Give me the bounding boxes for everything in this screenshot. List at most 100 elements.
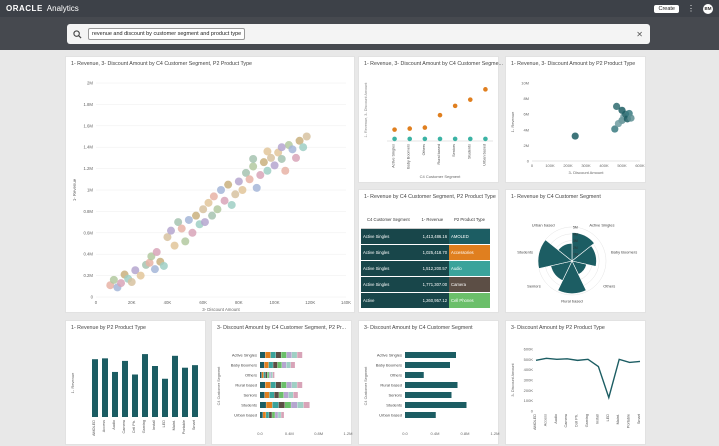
stack-segment (297, 352, 303, 358)
x-tick-label: 0.8M (314, 431, 323, 436)
radial-chart[interactable]: Active Singles Baby Boomers Others Rural ba… (506, 190, 647, 314)
dot-point (422, 136, 428, 142)
table-row[interactable]: Active Singles 1,413,486.16 AMOLED (361, 228, 490, 245)
bar (112, 371, 118, 417)
card-title: 3- Discount Amount by C4 Customer Segmen… (217, 325, 346, 331)
stack-segment (272, 412, 275, 418)
bar (142, 354, 148, 417)
stack-segment (263, 412, 266, 418)
stack-segment (282, 362, 287, 368)
dot-point (392, 127, 397, 132)
scatter-point (618, 106, 626, 114)
scatter-point (227, 200, 236, 209)
stack-segment (291, 352, 297, 358)
card-scatter-main[interactable]: 1- Revenue, 3- Discount Amount by C4 Cus… (65, 56, 355, 313)
y-axis-label: 1- Revenue (510, 111, 515, 132)
scatter-point (288, 145, 297, 154)
slice-label: Rural based (561, 299, 583, 304)
scatter-point (127, 278, 136, 287)
bar (162, 378, 168, 417)
x-tick-label: 0 (95, 300, 98, 305)
table-row[interactable]: Active Singles 1,512,200.57 Audio (361, 260, 490, 277)
data-table[interactable]: C4 Customer Segment 1- Revenue P2 Produc… (361, 212, 490, 309)
col-header[interactable]: P2 Product Type (449, 212, 490, 229)
hbar-chart[interactable]: C4 Customer Segment Active Singles Baby Bo… (359, 321, 500, 446)
stacked-bar-chart[interactable]: C4 Customer Segment Active Singles Baby Bo… (212, 321, 353, 446)
stack-segment (260, 352, 266, 358)
oracle-logo: ORACLE (6, 4, 43, 13)
scatter-chart-small[interactable]: 0 2M 4M 6M 8M 10M 0 100K 200K 300K 400K 500K 600K 3- … (506, 57, 647, 184)
user-avatar[interactable]: BM (703, 3, 713, 14)
stack-segment (269, 412, 272, 418)
scatter-point (204, 198, 213, 207)
x-tick-label: 120K (305, 300, 315, 305)
y-tick-label: Active Singles (232, 353, 257, 358)
table-cell-revenue: 1,025,418.70 (415, 244, 450, 261)
bar-chart[interactable]: 1- Revenue AMOLED Access Audio Camera Cell Ph… (66, 321, 207, 446)
card-dot-segment[interactable]: 1- Revenue, 3- Discount Amount by C4 Cus… (358, 56, 503, 184)
search-icon[interactable] (73, 29, 82, 39)
scatter-point (181, 237, 190, 246)
stack-segment (275, 412, 278, 418)
radial-slice (537, 239, 573, 269)
x-tick-label: 100K (545, 163, 555, 168)
more-options-icon[interactable]: ⋮ (687, 3, 695, 13)
card-radial[interactable]: 1- Revenue by C4 Customer Segment Active… (505, 189, 646, 313)
dot-point (437, 112, 443, 118)
y-axis-label: 1- Revenue, 3- Discount Amount (364, 82, 368, 138)
col-header[interactable]: C4 Customer Segment (361, 212, 416, 229)
col-header[interactable]: 1- Revenue (415, 212, 450, 229)
table-cell-revenue: 1,512,200.57 (415, 260, 450, 277)
slice-label: Urban based (532, 222, 555, 227)
scatter-point (613, 102, 621, 110)
x-tick-label: 0.4M (285, 431, 294, 436)
y-tick-label: 0.6M (83, 230, 93, 235)
y-tick-label: 8M (523, 96, 529, 101)
stack-segment (293, 392, 298, 398)
x-tick-label: Cell Ph. (575, 414, 579, 427)
card-hbar-segment[interactable]: 3- Discount Amount by C4 Customer Segmen… (358, 320, 499, 445)
clear-search-icon[interactable]: ✕ (636, 29, 643, 39)
scatter-point (299, 143, 308, 152)
stack-segment (278, 412, 281, 418)
table-row[interactable]: Active Singles 1,025,418.70 Accessories (361, 244, 490, 261)
slice-label: Students (517, 250, 533, 255)
y-tick-label: 100K (524, 398, 534, 403)
card-title: 3- Discount Amount by P2 Product Type (511, 325, 605, 331)
card-table[interactable]: 1- Revenue by C4 Customer Segment, P2 Pr… (358, 189, 499, 313)
x-tick-label: Access (543, 414, 547, 426)
stack-segment (269, 392, 274, 398)
x-tick-label: Maint. (172, 420, 176, 430)
x-tick-label: 60K (199, 300, 207, 305)
stack-segment (260, 412, 263, 418)
bar (405, 412, 436, 418)
card-bar-product[interactable]: 1- Revenue by P2 Product Type 1- Revenue… (65, 320, 206, 445)
y-tick-label: 0.8M (83, 209, 93, 214)
dot-chart[interactable]: 1- Revenue, 3- Discount Amount Active Sin… (359, 57, 500, 184)
x-tick-label: 600K (635, 163, 645, 168)
scatter-point (281, 166, 290, 175)
ring-label: 1M (573, 253, 578, 257)
table-row[interactable]: Active Singles 1,771,307.00 Camera (361, 276, 490, 293)
y-tick-label: 2M (87, 81, 93, 86)
line-series (535, 357, 641, 400)
scatter-chart[interactable]: 0 0.2M 0.4M 0.6M 0.8M 1M 1.2M 1.4M 1.6M 1.8M 2M 0 20… (66, 57, 356, 314)
stack-segment (283, 392, 289, 398)
search-query-token[interactable]: revenue and discount by customer segment… (88, 28, 246, 40)
dot-point (467, 97, 473, 102)
scatter-point (292, 153, 300, 162)
table-row[interactable]: Active 1,260,957.12 Cell Phones (361, 292, 490, 309)
scatter-point (117, 279, 125, 288)
card-scatter-small[interactable]: 1- Revenue, 3- Discount Amount by P2 Pro… (505, 56, 646, 183)
card-stacked[interactable]: 3- Discount Amount by C4 Customer Segmen… (211, 320, 352, 445)
search-box[interactable]: revenue and discount by customer segment… (67, 24, 650, 44)
table-cell-segment: Active (361, 292, 416, 309)
scatter-point (224, 180, 233, 189)
scatter-point (611, 125, 619, 133)
create-button[interactable]: Create (654, 4, 679, 13)
stack-segment (270, 352, 276, 358)
y-tick-label: 500K (524, 357, 534, 362)
stack-segment (271, 372, 273, 378)
